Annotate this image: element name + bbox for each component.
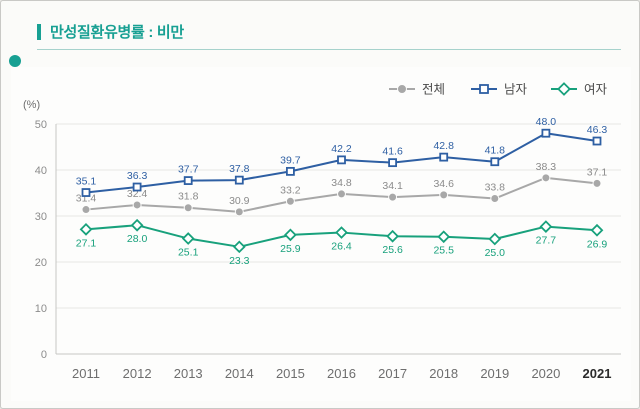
svg-text:0: 0 (41, 349, 47, 361)
svg-text:2018: 2018 (429, 366, 458, 381)
svg-text:27.1: 27.1 (76, 237, 97, 249)
svg-text:남자: 남자 (504, 83, 528, 97)
obesity-prevalence-line-chart: 0 10 20 30 40 50 (%) 2011 2012 2013 2014 2015 2016 20… (11, 67, 631, 401)
svg-text:2012: 2012 (123, 366, 152, 381)
svg-text:34.6: 34.6 (433, 178, 454, 190)
svg-text:(%): (%) (23, 99, 40, 111)
svg-text:36.3: 36.3 (127, 170, 148, 182)
page-title: 만성질환유병률 : 비만 (50, 24, 184, 41)
svg-text:33.2: 33.2 (280, 184, 301, 196)
svg-text:2014: 2014 (225, 366, 254, 381)
chart-area: 0 10 20 30 40 50 (%) 2011 2012 2013 2014 2015 2016 20… (11, 67, 631, 401)
svg-text:2013: 2013 (174, 366, 203, 381)
svg-text:23.3: 23.3 (229, 255, 250, 267)
svg-text:40: 40 (35, 165, 47, 177)
svg-text:25.6: 25.6 (382, 244, 403, 256)
svg-text:48.0: 48.0 (536, 116, 557, 128)
svg-text:31.8: 31.8 (178, 191, 199, 203)
svg-text:25.5: 25.5 (433, 245, 454, 257)
svg-text:여자: 여자 (584, 83, 608, 97)
svg-text:25.0: 25.0 (485, 247, 506, 259)
svg-text:38.3: 38.3 (536, 161, 557, 173)
header-divider (37, 49, 621, 50)
svg-text:2011: 2011 (72, 366, 100, 381)
svg-text:37.8: 37.8 (229, 163, 250, 175)
title-accent-bar (37, 23, 41, 40)
svg-text:41.8: 41.8 (485, 145, 506, 157)
svg-text:35.1: 35.1 (76, 176, 97, 188)
svg-text:2021: 2021 (583, 366, 612, 381)
svg-text:25.1: 25.1 (178, 247, 199, 259)
svg-text:39.7: 39.7 (280, 154, 301, 166)
svg-text:33.8: 33.8 (485, 182, 506, 194)
svg-text:2020: 2020 (531, 366, 560, 381)
svg-text:20: 20 (35, 257, 47, 269)
svg-text:26.4: 26.4 (331, 241, 352, 253)
svg-text:2016: 2016 (327, 366, 356, 381)
svg-text:50: 50 (35, 119, 47, 131)
svg-text:32.4: 32.4 (127, 188, 148, 200)
svg-text:2015: 2015 (276, 366, 305, 381)
teal-bullet-icon (9, 55, 21, 67)
svg-text:42.2: 42.2 (331, 143, 352, 155)
svg-text:26.9: 26.9 (587, 238, 608, 250)
svg-text:42.8: 42.8 (433, 140, 454, 152)
svg-text:2017: 2017 (378, 366, 407, 381)
svg-text:25.9: 25.9 (280, 243, 301, 255)
svg-text:37.1: 37.1 (587, 166, 608, 178)
svg-text:27.7: 27.7 (536, 235, 557, 247)
svg-text:31.4: 31.4 (76, 193, 97, 205)
svg-text:전체: 전체 (422, 83, 445, 97)
svg-text:30: 30 (35, 211, 47, 223)
svg-text:41.6: 41.6 (382, 146, 403, 158)
svg-text:37.7: 37.7 (178, 164, 199, 176)
svg-text:10: 10 (35, 303, 47, 315)
svg-text:2019: 2019 (480, 366, 509, 381)
svg-text:34.8: 34.8 (331, 177, 352, 189)
svg-text:28.0: 28.0 (127, 233, 148, 245)
chart-header: 만성질환유병률 : 비만 (37, 21, 184, 42)
svg-text:46.3: 46.3 (587, 124, 608, 136)
svg-text:30.9: 30.9 (229, 195, 250, 207)
svg-text:34.1: 34.1 (382, 180, 403, 192)
